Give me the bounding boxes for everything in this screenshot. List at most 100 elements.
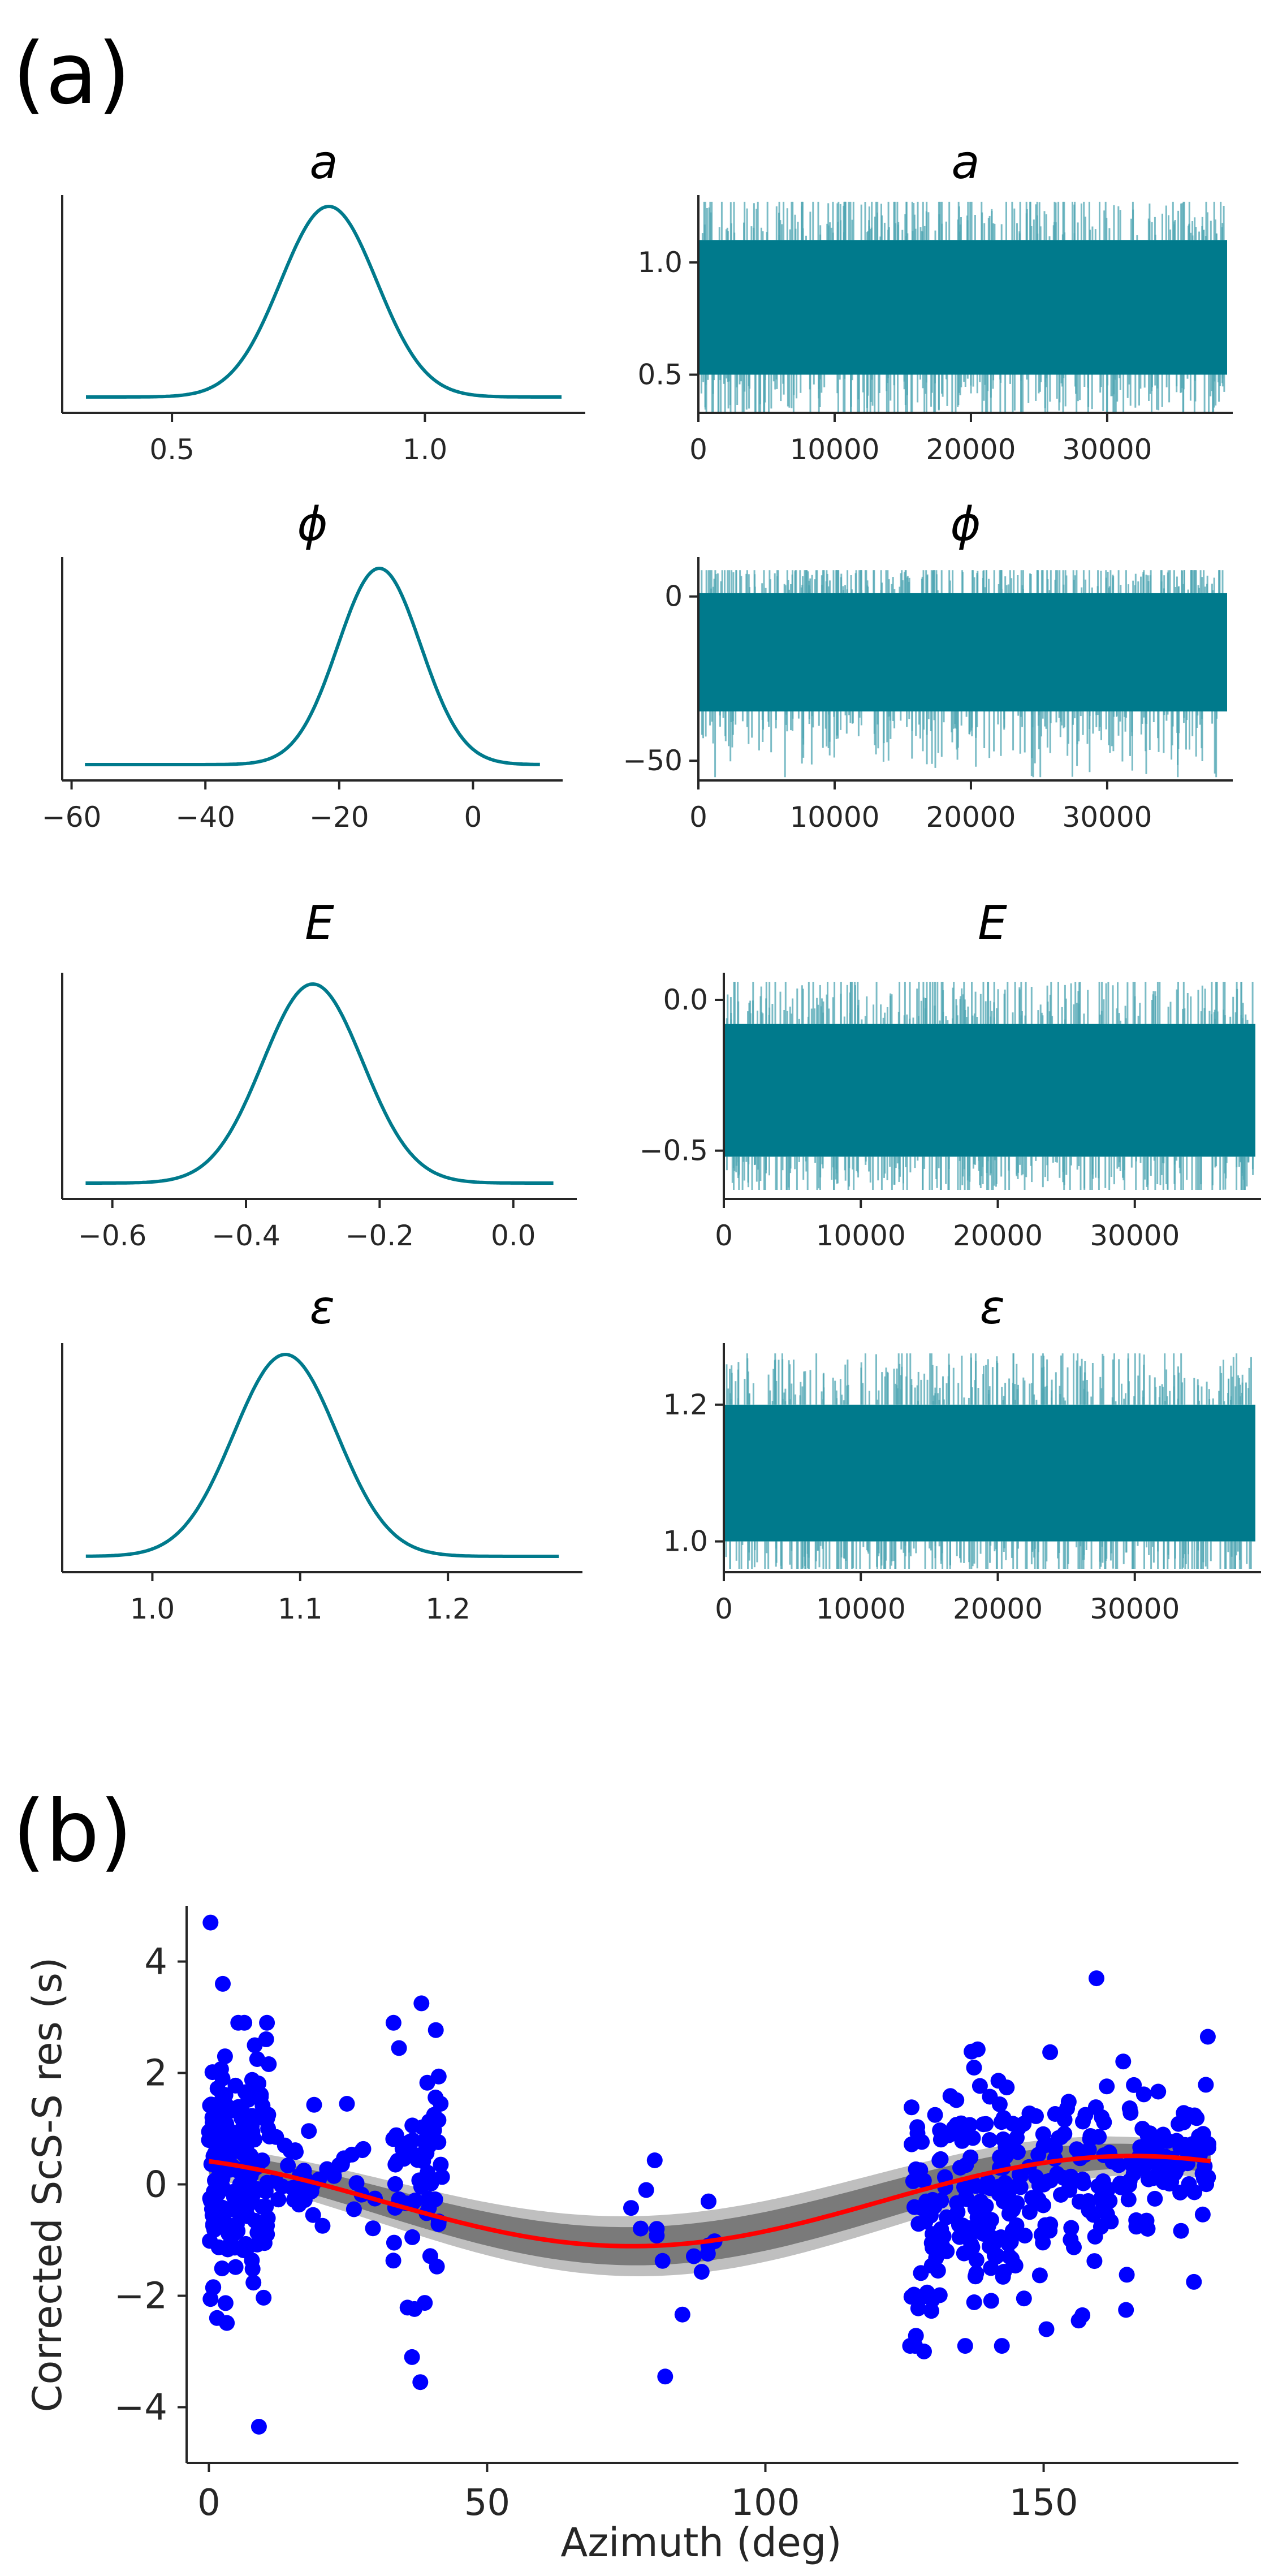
data-point <box>1074 2173 1090 2189</box>
data-point <box>227 2240 243 2256</box>
data-point <box>245 2275 262 2291</box>
data-point <box>260 2210 276 2227</box>
data-point <box>385 2014 401 2031</box>
data-point <box>270 2191 287 2208</box>
trace-y-tick-label: 0.5 <box>637 359 683 391</box>
posterior-x-tick-label: 1.1 <box>278 1593 323 1625</box>
data-point <box>414 2119 430 2135</box>
data-point <box>386 2234 402 2251</box>
data-point <box>215 1975 231 1992</box>
data-point <box>1009 2144 1026 2160</box>
data-point <box>693 2264 710 2280</box>
posterior-density-line <box>85 566 540 766</box>
data-point <box>1024 2190 1040 2206</box>
data-point <box>251 2419 267 2435</box>
data-point <box>1004 2223 1021 2239</box>
data-point <box>989 2247 1005 2264</box>
data-point <box>326 2168 342 2184</box>
posterior-x-tick-label: −0.4 <box>211 1219 280 1252</box>
trace-x-tick-label: 30000 <box>1062 801 1152 834</box>
trace-x-tick-label: 0 <box>689 433 707 466</box>
data-point <box>280 2158 296 2174</box>
data-point <box>204 2115 221 2131</box>
data-point <box>391 2040 407 2056</box>
data-point <box>421 2133 438 2149</box>
posterior-title: a <box>309 136 338 189</box>
posterior-plot-2: E −0.6 −0.4 −0.2 0.0 <box>61 896 577 1252</box>
data-point <box>430 2068 447 2085</box>
data-point <box>422 2248 438 2264</box>
data-point <box>404 2349 420 2365</box>
data-point <box>1091 2129 1107 2145</box>
data-point <box>949 2204 966 2220</box>
scatter-y-tick-label: 2 <box>144 2053 167 2095</box>
trace-x-tick-label: 0 <box>715 1593 733 1625</box>
data-point <box>238 2119 254 2135</box>
trace-y-tick-label: 0.0 <box>663 983 708 1016</box>
posterior-density-line <box>85 1352 559 1558</box>
data-point <box>904 2099 919 2116</box>
trace-x-tick-label: 10000 <box>816 1219 906 1252</box>
data-point <box>1142 2125 1158 2142</box>
data-point <box>657 2368 673 2385</box>
trace-x-tick-label: 30000 <box>1090 1219 1180 1252</box>
data-point <box>413 2178 429 2195</box>
data-point <box>1042 2044 1059 2060</box>
data-point <box>984 2230 1000 2246</box>
y-axis-label: Corrected ScS-S res (s) <box>24 1957 71 2413</box>
data-point <box>654 2253 671 2269</box>
data-point <box>927 2193 944 2210</box>
data-point <box>1189 2110 1205 2126</box>
trace-y-tick-label: 0 <box>664 580 683 613</box>
posterior-x-tick-label: −40 <box>175 801 235 834</box>
data-point <box>1085 2207 1102 2223</box>
data-point <box>348 2175 365 2191</box>
data-point <box>427 2191 443 2207</box>
data-point <box>909 2125 926 2142</box>
data-point <box>995 2268 1011 2285</box>
data-point <box>983 2260 999 2276</box>
data-point <box>346 2201 362 2217</box>
data-point <box>1090 2178 1107 2194</box>
data-point <box>365 2220 381 2237</box>
data-point <box>1186 2273 1202 2290</box>
data-point <box>969 2210 986 2225</box>
data-point <box>1033 2227 1050 2243</box>
data-point <box>206 2146 223 2162</box>
data-point <box>932 2151 949 2167</box>
data-point <box>1087 2099 1104 2116</box>
data-point <box>1126 2077 1142 2093</box>
data-point <box>428 2089 444 2105</box>
trace-y-tick-label: 1.0 <box>637 246 683 279</box>
data-point <box>428 2022 444 2038</box>
panel-a-grid: a 0.5 1.0 a 0.5 1.0 0 10000 20000 30000 ϕ −60 −40 −20… <box>42 136 1261 1625</box>
trace-y-tick-label: 1.2 <box>663 1388 708 1421</box>
data-point <box>1039 2173 1055 2190</box>
data-point <box>925 2226 941 2242</box>
data-point <box>339 2096 355 2112</box>
data-point <box>1051 2130 1067 2146</box>
trace-title: ϕ <box>950 498 981 551</box>
data-point <box>1115 2053 1132 2070</box>
data-point <box>646 2152 663 2168</box>
data-point <box>202 2233 218 2249</box>
data-point <box>433 2156 449 2173</box>
data-point <box>1173 2223 1189 2239</box>
trace-plot-2: E −0.5 0.0 0 10000 20000 30000 <box>640 896 1261 1252</box>
data-point <box>1147 2190 1163 2207</box>
data-point <box>701 2193 716 2210</box>
data-point <box>227 2202 244 2219</box>
trace-x-tick-label: 10000 <box>816 1593 906 1625</box>
panel-b-label: (b) <box>12 1783 132 1881</box>
data-point <box>305 2207 321 2223</box>
data-point <box>957 2338 973 2354</box>
x-axis-label: Azimuth (deg) <box>560 2519 841 2566</box>
scatter-y-tick-label: −4 <box>114 2387 167 2429</box>
data-point <box>979 2173 996 2190</box>
posterior-x-tick-label: −60 <box>42 801 102 834</box>
data-point <box>214 2260 230 2277</box>
data-point <box>1163 2173 1180 2190</box>
posterior-x-tick-label: −20 <box>309 801 369 834</box>
data-point <box>258 2031 274 2047</box>
